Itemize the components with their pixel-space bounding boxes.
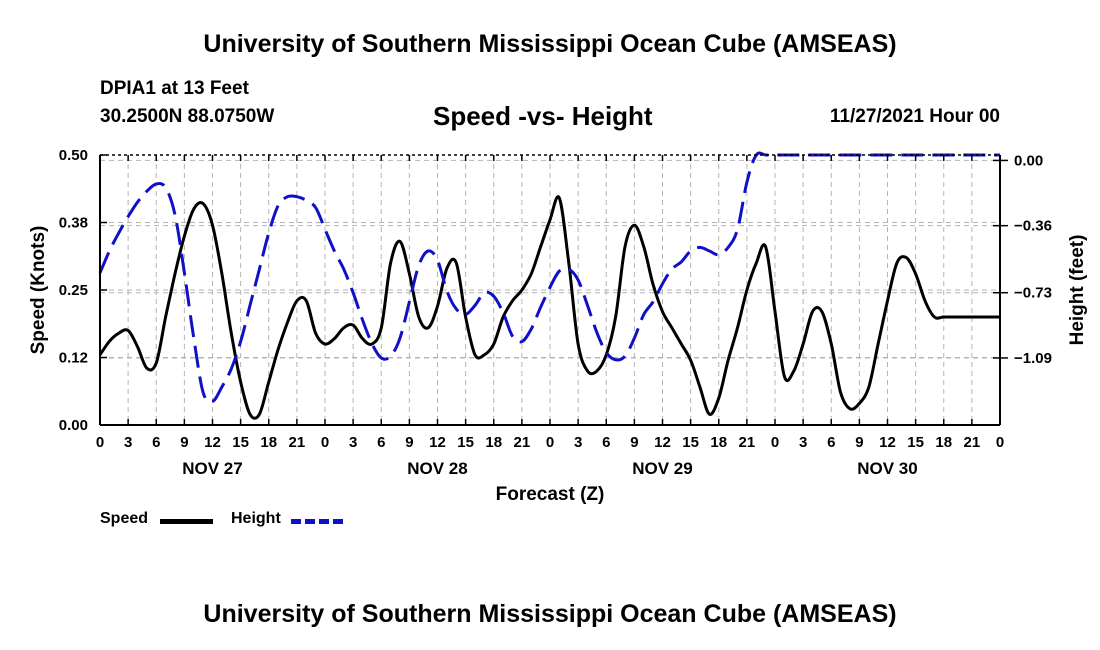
footer-title: University of Southern Mississippi Ocean… [203, 600, 897, 628]
y2-tick-label: −1.09 [1014, 350, 1052, 367]
y2-tick-label: −0.73 [1014, 285, 1052, 302]
x-tick-label: 9 [405, 434, 413, 451]
y-axis-title: Speed (Knots) [28, 226, 49, 355]
station-coordinates: 30.2500N 88.0750W [100, 106, 275, 127]
legend-height-label: Height [231, 510, 281, 527]
x-tick-label: 18 [485, 434, 502, 451]
x-tick-label: 3 [799, 434, 807, 451]
y-tick-label: 0.50 [59, 147, 88, 164]
x-tick-label: 12 [879, 434, 896, 451]
x-tick-label: 0 [996, 434, 1004, 451]
legend-height-swatch [291, 519, 343, 524]
y2-axis-title: Height (feet) [1067, 235, 1088, 346]
y2-tick-label: 0.00 [1014, 152, 1043, 169]
x-tick-label: 18 [935, 434, 952, 451]
x-tick-label: 9 [180, 434, 188, 451]
height-series-line [98, 151, 1000, 404]
x-tick-label: 6 [377, 434, 385, 451]
x-tick-label: 18 [260, 434, 277, 451]
x-tick-label: 15 [232, 434, 249, 451]
x-day-label: NOV 29 [632, 459, 692, 478]
x-day-label: NOV 30 [857, 459, 917, 478]
forecast-datetime: 11/27/2021 Hour 00 [829, 106, 1000, 127]
x-tick-label: 0 [771, 434, 779, 451]
x-tick-label: 21 [289, 434, 306, 451]
legend-speed-label: Speed [100, 510, 149, 527]
speed-series-line [98, 195, 1000, 420]
y-tick-label: 0.00 [59, 417, 88, 434]
x-tick-label: 12 [204, 434, 221, 451]
x-tick-label: 15 [457, 434, 474, 451]
x-tick-label: 0 [546, 434, 554, 451]
x-day-label: NOV 27 [182, 459, 242, 478]
x-tick-label: 6 [827, 434, 835, 451]
legend-speed-swatch [160, 519, 213, 524]
x-tick-label: 6 [602, 434, 610, 451]
x-tick-label: 3 [349, 434, 357, 451]
x-tick-label: 0 [96, 434, 104, 451]
x-tick-label: 3 [574, 434, 582, 451]
x-tick-label: 18 [710, 434, 727, 451]
x-tick-label: 12 [654, 434, 671, 451]
x-tick-label: 3 [124, 434, 132, 451]
x-tick-label: 9 [855, 434, 863, 451]
y2-tick-label: −0.36 [1014, 218, 1052, 235]
x-tick-label: 15 [682, 434, 699, 451]
x-tick-label: 12 [429, 434, 446, 451]
x-tick-label: 9 [630, 434, 638, 451]
y-tick-label: 0.38 [59, 215, 88, 232]
x-axis-title: Forecast (Z) [496, 484, 605, 505]
x-tick-label: 21 [739, 434, 756, 451]
station-label: DPIA1 at 13 Feet [100, 78, 249, 99]
chart-subtitle: Speed -vs- Height [433, 101, 653, 131]
y-tick-label: 0.25 [59, 282, 88, 299]
x-tick-label: 15 [907, 434, 924, 451]
x-tick-label: 21 [514, 434, 531, 451]
x-day-label: NOV 28 [407, 459, 467, 478]
x-tick-label: 6 [152, 434, 160, 451]
y-tick-label: 0.12 [59, 350, 88, 367]
x-tick-label: 21 [964, 434, 981, 451]
chart-main-title: University of Southern Mississippi Ocean… [203, 30, 897, 58]
speed-height-chart: 0 3 6 9 12 15 18 21 0 3 6 9 12 15 18 21 0 3 6 9 12 15 18 21 0 3 6 9… [28, 147, 1088, 505]
x-tick-label: 0 [321, 434, 329, 451]
